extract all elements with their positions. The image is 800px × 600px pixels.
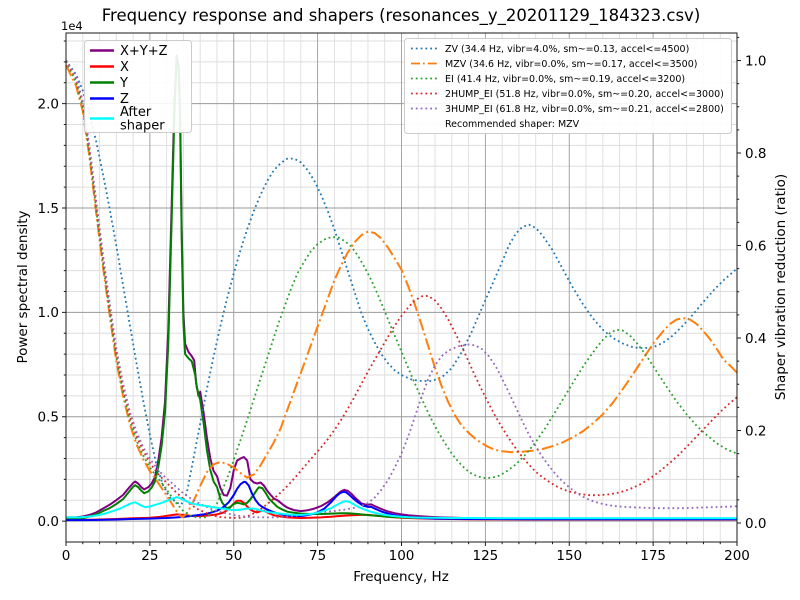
x-tick-label: 50 bbox=[225, 548, 242, 564]
x-tick-label: 25 bbox=[141, 548, 158, 564]
psd-curve-after-shaper bbox=[66, 496, 737, 520]
legend-item: Y bbox=[90, 76, 128, 91]
series-layer bbox=[66, 54, 737, 522]
right-y-axis-label: Shaper vibration reduction (ratio) bbox=[773, 174, 789, 400]
shaper-curve-mzv bbox=[66, 64, 737, 519]
y-left-tick-label: 0.0 bbox=[38, 514, 59, 530]
shaper-curve-ei bbox=[66, 61, 737, 519]
y-left-tick-label: 2.0 bbox=[38, 96, 59, 112]
psd-curve-y bbox=[66, 56, 737, 520]
x-tick-label: 175 bbox=[640, 548, 666, 564]
legend-label: ZV (34.4 Hz, vibr=4.0%, sm~=0.13, accel<… bbox=[445, 44, 689, 55]
legend-recommended-note: Recommended shaper: MZV bbox=[445, 119, 580, 130]
shaper-curve-zv bbox=[66, 59, 737, 506]
legend-label: After bbox=[120, 105, 152, 120]
legend-label: shaper bbox=[120, 119, 165, 134]
legend-item: MZV (34.6 Hz, vibr=0.0%, sm~=0.17, accel… bbox=[411, 59, 697, 70]
legend-label: MZV (34.6 Hz, vibr=0.0%, sm~=0.17, accel… bbox=[445, 59, 697, 70]
legend-label: Y bbox=[119, 76, 128, 91]
x-axis-label: Frequency, Hz bbox=[353, 569, 449, 585]
legend-label: EI (41.4 Hz, vibr=0.0%, sm~=0.19, accel<… bbox=[445, 74, 685, 85]
left-y-axis-label: Power spectral density bbox=[15, 210, 31, 363]
y-right-tick-label: 0.8 bbox=[745, 146, 766, 162]
legend-item: 3HUMP_EI (61.8 Hz, vibr=0.0%, sm~=0.21, … bbox=[411, 104, 724, 115]
y-right-tick-label: 0.6 bbox=[745, 238, 766, 254]
x-tick-label: 150 bbox=[556, 548, 582, 564]
legend-label: Z bbox=[120, 92, 129, 107]
chart-title: Frequency response and shapers (resonanc… bbox=[102, 6, 701, 26]
tick-marks-and-labels: 0 25 50 75 100 125 150 175 200 0.0 0.5 1.0 1.5 2.0 0.0… bbox=[38, 36, 766, 564]
legend-item: ZV (34.4 Hz, vibr=4.0%, sm~=0.13, accel<… bbox=[411, 44, 689, 55]
legend-label: 3HUMP_EI (61.8 Hz, vibr=0.0%, sm~=0.21, … bbox=[445, 104, 724, 115]
x-tick-label: 200 bbox=[724, 548, 750, 564]
legend-psd-box bbox=[84, 40, 192, 133]
legend-item: X bbox=[90, 60, 129, 75]
legend-label: X bbox=[120, 60, 129, 75]
psd-curve-xyz bbox=[66, 54, 737, 520]
y-right-tick-label: 0.0 bbox=[745, 516, 766, 532]
left-axis-offset-label: 1e4 bbox=[61, 19, 83, 33]
legend-item: X+Y+Z bbox=[90, 44, 168, 59]
legend-item: EI (41.4 Hz, vibr=0.0%, sm~=0.19, accel<… bbox=[411, 74, 685, 85]
y-right-tick-label: 0.4 bbox=[745, 331, 766, 347]
x-tick-label: 125 bbox=[472, 548, 498, 564]
legend-shapers: ZV (34.4 Hz, vibr=4.0%, sm~=0.13, accel<… bbox=[404, 38, 732, 134]
legend-item: 2HUMP_EI (51.8 Hz, vibr=0.0%, sm~=0.20, … bbox=[411, 89, 724, 100]
legend-shapers-box bbox=[404, 38, 732, 134]
y-left-tick-label: 1.0 bbox=[38, 305, 59, 321]
x-tick-label: 75 bbox=[309, 548, 326, 564]
x-tick-label: 0 bbox=[62, 548, 71, 564]
y-right-tick-label: 0.2 bbox=[745, 423, 766, 439]
y-left-tick-label: 0.5 bbox=[38, 410, 59, 426]
x-tick-label: 100 bbox=[389, 548, 415, 564]
legend-item: Z bbox=[90, 92, 129, 107]
legend-label: 2HUMP_EI (51.8 Hz, vibr=0.0%, sm~=0.20, … bbox=[445, 89, 724, 100]
legend-label: X+Y+Z bbox=[120, 44, 168, 59]
y-left-tick-label: 1.5 bbox=[38, 201, 59, 217]
y-right-tick-label: 1.0 bbox=[745, 53, 766, 69]
